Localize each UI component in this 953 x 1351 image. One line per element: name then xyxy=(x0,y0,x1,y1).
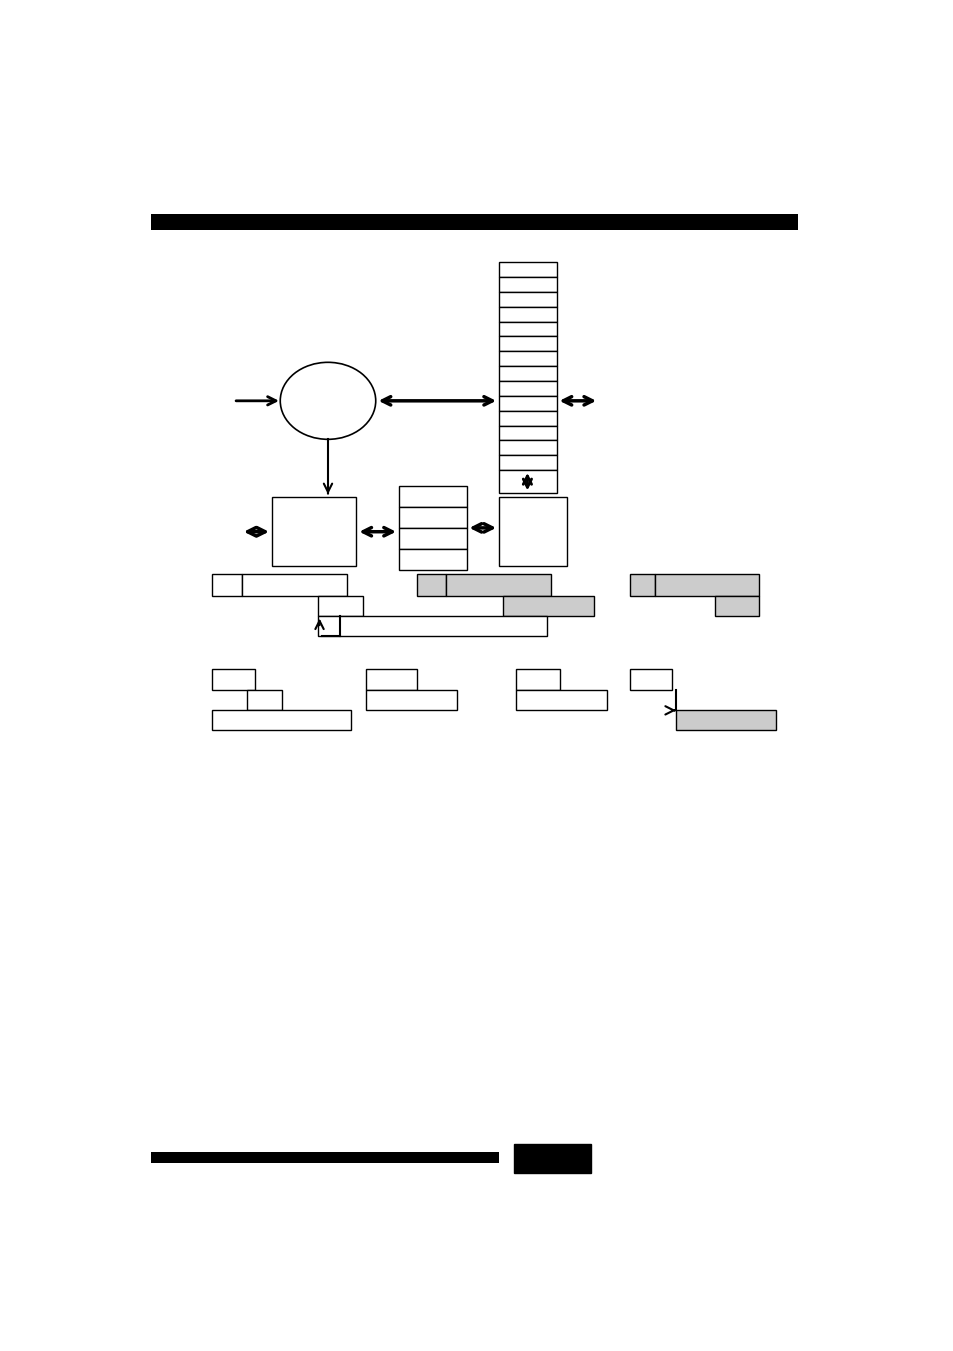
Bar xyxy=(151,1151,498,1163)
Bar xyxy=(498,262,557,277)
Bar xyxy=(498,322,557,336)
Bar xyxy=(498,396,557,411)
Bar xyxy=(213,669,254,690)
Bar xyxy=(498,426,557,440)
Bar xyxy=(247,690,281,711)
Ellipse shape xyxy=(280,362,375,439)
Bar xyxy=(416,574,445,596)
Bar xyxy=(498,381,557,396)
Bar xyxy=(676,711,776,731)
Bar xyxy=(516,690,606,711)
Bar xyxy=(445,574,551,596)
Text: ATMEL: ATMEL xyxy=(519,1150,585,1167)
Bar xyxy=(502,596,593,616)
Bar xyxy=(317,596,362,616)
Bar xyxy=(398,485,466,507)
Bar xyxy=(213,574,241,596)
Bar xyxy=(516,669,559,690)
Bar xyxy=(498,307,557,322)
Bar xyxy=(629,669,672,690)
Bar xyxy=(366,690,456,711)
Bar xyxy=(398,507,466,528)
Bar xyxy=(213,711,351,731)
Bar xyxy=(655,574,759,596)
Bar xyxy=(498,292,557,307)
Bar xyxy=(498,277,557,292)
Bar xyxy=(272,497,356,566)
Bar xyxy=(151,215,797,230)
Bar xyxy=(498,336,557,351)
Bar xyxy=(498,351,557,366)
Bar xyxy=(317,616,547,636)
Bar xyxy=(398,549,466,570)
Bar xyxy=(714,596,759,616)
Bar xyxy=(498,366,557,381)
Bar xyxy=(241,574,347,596)
Bar xyxy=(498,411,557,426)
Bar xyxy=(498,455,557,470)
Bar xyxy=(498,497,566,566)
Bar xyxy=(366,669,416,690)
Bar xyxy=(398,528,466,549)
Bar xyxy=(498,470,557,493)
Bar xyxy=(629,574,655,596)
Bar xyxy=(498,440,557,455)
